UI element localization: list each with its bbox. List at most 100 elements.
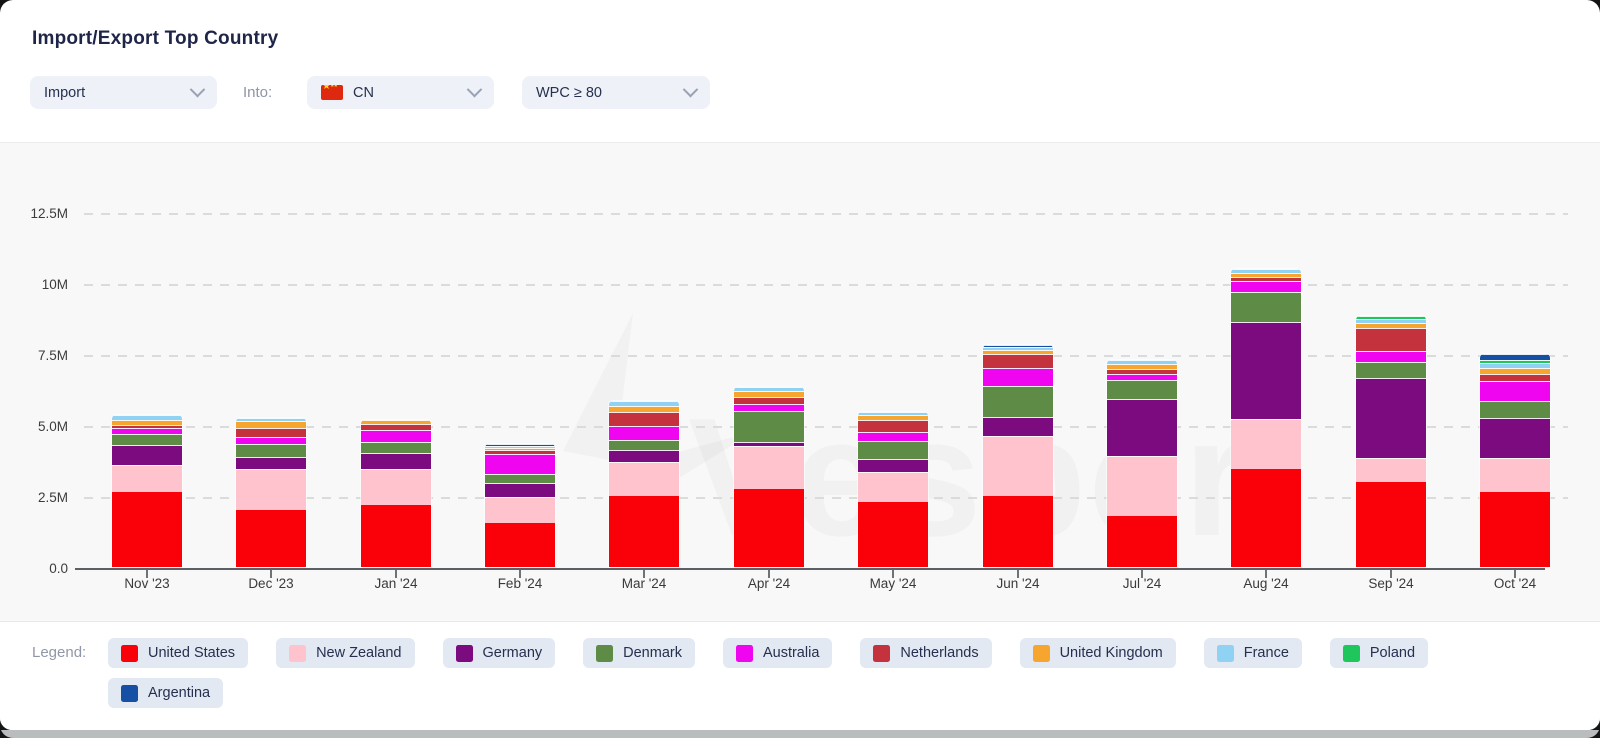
bar-segment-australia[interactable] (1480, 381, 1550, 401)
bar-segment-new-zealand[interactable] (485, 497, 555, 523)
stacked-bar-jun24[interactable] (983, 345, 1053, 567)
stacked-bar-aug24[interactable] (1231, 269, 1301, 567)
bar-segment-new-zealand[interactable] (1231, 419, 1301, 469)
bar-segment-argentina[interactable] (1480, 354, 1550, 360)
bar-segment-united-kingdom[interactable] (361, 420, 431, 424)
bar-segment-new-zealand[interactable] (858, 472, 928, 502)
bar-segment-united-states[interactable] (236, 510, 306, 567)
bar-segment-netherlands[interactable] (112, 425, 182, 428)
bar-segment-france[interactable] (1107, 360, 1177, 364)
bar-segment-germany[interactable] (734, 442, 804, 446)
bar-segment-united-kingdom[interactable] (734, 391, 804, 397)
bar-segment-netherlands[interactable] (236, 428, 306, 437)
bar-segment-germany[interactable] (1480, 418, 1550, 458)
stacked-bar-jul24[interactable] (1107, 360, 1177, 567)
legend-item-netherlands[interactable]: Netherlands (860, 638, 992, 668)
bar-segment-australia[interactable] (858, 432, 928, 441)
bar-segment-australia[interactable] (1231, 281, 1301, 292)
bar-segment-germany[interactable] (361, 453, 431, 469)
bar-segment-new-zealand[interactable] (609, 462, 679, 496)
legend-item-united-kingdom[interactable]: United Kingdom (1019, 638, 1176, 668)
bar-segment-germany[interactable] (236, 457, 306, 469)
bar-segment-germany[interactable] (983, 417, 1053, 436)
direction-dropdown[interactable]: Import (30, 76, 217, 109)
bar-segment-united-states[interactable] (983, 496, 1053, 567)
bar-segment-united-states[interactable] (1231, 469, 1301, 567)
country-dropdown[interactable]: ★ ★★ CN (307, 76, 494, 109)
bar-segment-new-zealand[interactable] (1356, 458, 1426, 482)
bar-segment-united-kingdom[interactable] (485, 448, 555, 450)
bar-segment-germany[interactable] (1107, 399, 1177, 456)
bar-segment-poland[interactable] (1356, 316, 1426, 319)
bar-segment-australia[interactable] (1107, 374, 1177, 380)
stacked-bar-oct24[interactable] (1480, 354, 1550, 567)
bar-segment-new-zealand[interactable] (236, 469, 306, 510)
bar-segment-denmark[interactable] (858, 441, 928, 459)
bar-segment-united-kingdom[interactable] (983, 350, 1053, 354)
bar-segment-denmark[interactable] (983, 386, 1053, 417)
bar-segment-netherlands[interactable] (1480, 374, 1550, 381)
bar-segment-australia[interactable] (734, 404, 804, 411)
stacked-bar-dec23[interactable] (236, 418, 306, 567)
bar-segment-united-kingdom[interactable] (858, 415, 928, 420)
bar-segment-france[interactable] (983, 347, 1053, 350)
bar-segment-australia[interactable] (485, 454, 555, 474)
stacked-bar-apr24[interactable] (734, 387, 804, 567)
bar-segment-netherlands[interactable] (734, 397, 804, 404)
bar-segment-denmark[interactable] (609, 440, 679, 450)
bar-segment-netherlands[interactable] (609, 412, 679, 426)
bar-segment-france[interactable] (1231, 269, 1301, 273)
bar-segment-australia[interactable] (983, 368, 1053, 386)
bar-segment-netherlands[interactable] (361, 424, 431, 430)
bar-segment-new-zealand[interactable] (112, 465, 182, 492)
legend-item-germany[interactable]: Germany (442, 638, 556, 668)
legend-item-france[interactable]: France (1203, 638, 1302, 668)
stacked-bar-nov23[interactable] (112, 415, 182, 567)
bar-segment-united-kingdom[interactable] (1480, 368, 1550, 374)
legend-item-new-zealand[interactable]: New Zealand (276, 638, 415, 668)
bar-segment-united-states[interactable] (1107, 516, 1177, 567)
bar-segment-netherlands[interactable] (1231, 277, 1301, 281)
legend-item-denmark[interactable]: Denmark (583, 638, 695, 668)
bar-segment-argentina[interactable] (485, 444, 555, 446)
bar-segment-united-kingdom[interactable] (1231, 273, 1301, 277)
bar-segment-denmark[interactable] (236, 444, 306, 457)
bar-segment-denmark[interactable] (112, 434, 182, 445)
bar-segment-australia[interactable] (1356, 351, 1426, 362)
wpc-filter-dropdown[interactable]: WPC ≥ 80 (522, 76, 710, 109)
bar-segment-france[interactable] (1356, 319, 1426, 323)
bar-segment-australia[interactable] (112, 428, 182, 434)
legend-item-argentina[interactable]: Argentina (108, 678, 224, 708)
bar-segment-united-states[interactable] (1480, 492, 1550, 567)
bar-segment-denmark[interactable] (1356, 362, 1426, 378)
bar-segment-united-states[interactable] (485, 523, 555, 567)
bar-segment-united-kingdom[interactable] (112, 420, 182, 425)
bar-segment-netherlands[interactable] (858, 420, 928, 432)
bar-segment-australia[interactable] (609, 426, 679, 440)
bar-segment-denmark[interactable] (1480, 401, 1550, 418)
stacked-bar-feb24[interactable] (485, 444, 555, 567)
stacked-bar-may24[interactable] (858, 412, 928, 567)
bar-segment-netherlands[interactable] (485, 450, 555, 454)
bar-segment-united-states[interactable] (734, 489, 804, 567)
bar-segment-united-states[interactable] (361, 505, 431, 567)
bar-segment-germany[interactable] (485, 483, 555, 497)
legend-item-australia[interactable]: Australia (722, 638, 833, 668)
bar-segment-australia[interactable] (361, 430, 431, 442)
bar-segment-germany[interactable] (858, 459, 928, 472)
bar-segment-australia[interactable] (236, 437, 306, 444)
bar-segment-denmark[interactable] (1231, 292, 1301, 322)
stacked-bar-jan24[interactable] (361, 420, 431, 567)
bar-segment-denmark[interactable] (1107, 380, 1177, 399)
bar-segment-netherlands[interactable] (1356, 328, 1426, 351)
bar-segment-denmark[interactable] (485, 474, 555, 483)
bar-segment-united-kingdom[interactable] (1107, 364, 1177, 369)
bar-segment-united-states[interactable] (1356, 482, 1426, 567)
bar-segment-netherlands[interactable] (1107, 369, 1177, 374)
stacked-bar-sep24[interactable] (1356, 316, 1426, 567)
bar-segment-new-zealand[interactable] (734, 446, 804, 489)
bar-segment-united-kingdom[interactable] (609, 406, 679, 412)
bar-segment-france[interactable] (112, 415, 182, 420)
legend-item-poland[interactable]: Poland (1329, 638, 1429, 668)
bar-segment-france[interactable] (236, 418, 306, 421)
